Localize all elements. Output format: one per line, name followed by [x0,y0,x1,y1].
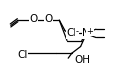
Text: Cl: Cl [67,28,77,38]
Text: +: + [87,27,94,36]
Text: -: - [75,27,78,36]
Text: O: O [29,14,37,24]
Text: OH: OH [74,55,90,65]
Text: O: O [45,14,53,24]
Text: Cl: Cl [17,50,27,60]
Text: N: N [82,28,90,38]
